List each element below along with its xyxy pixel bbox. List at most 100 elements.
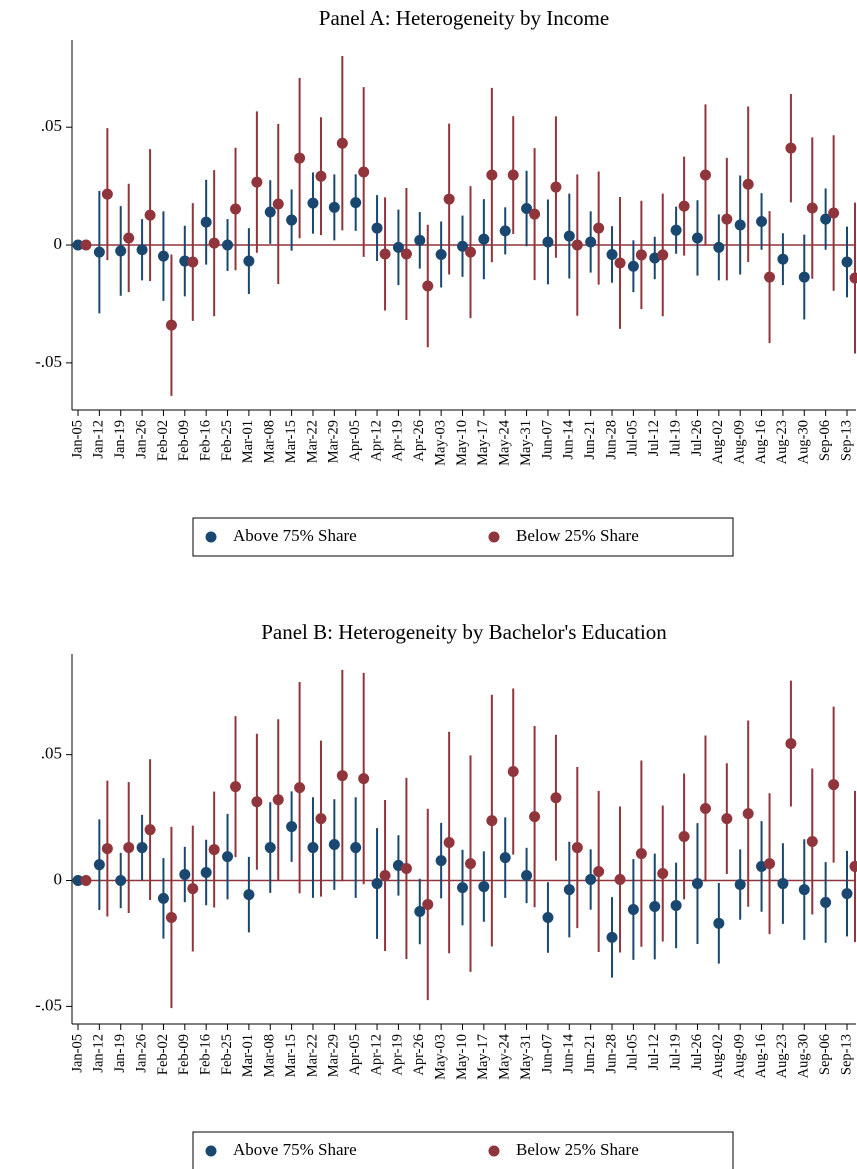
point xyxy=(115,875,127,887)
point xyxy=(379,869,391,881)
x-tick-label: Apr-05 xyxy=(347,1034,363,1076)
point xyxy=(165,319,177,331)
point xyxy=(670,899,682,911)
point xyxy=(123,232,135,244)
point xyxy=(550,792,562,804)
x-tick-label: Jun-28 xyxy=(603,1034,619,1073)
point xyxy=(614,874,626,886)
point xyxy=(350,197,362,209)
x-tick-label: Jan-19 xyxy=(112,420,128,459)
x-tick-label: Jan-05 xyxy=(69,1034,85,1073)
point xyxy=(820,213,832,225)
point xyxy=(563,884,575,896)
point xyxy=(371,222,383,234)
x-tick-label: Jan-26 xyxy=(133,1034,149,1073)
point xyxy=(691,232,703,244)
point xyxy=(635,249,647,261)
point xyxy=(606,248,618,260)
x-tick-label: Aug-02 xyxy=(710,1034,726,1078)
point xyxy=(315,813,327,825)
x-tick-label: May-24 xyxy=(497,1033,513,1080)
point xyxy=(478,881,490,893)
point xyxy=(435,855,447,867)
point xyxy=(627,260,639,272)
legend-label: Above 75% Share xyxy=(233,526,357,545)
point xyxy=(251,796,263,808)
x-tick-label: Sep-06 xyxy=(817,1034,833,1075)
x-tick-label: Feb-25 xyxy=(219,1034,235,1075)
point xyxy=(400,862,412,874)
x-tick-label: Jan-19 xyxy=(112,1034,128,1073)
legend-marker xyxy=(488,1145,500,1157)
point xyxy=(294,152,306,164)
x-tick-label: Jul-05 xyxy=(625,420,641,456)
x-tick-label: Jun-21 xyxy=(582,420,598,459)
x-tick-label: Feb-02 xyxy=(155,420,171,461)
point xyxy=(72,875,84,887)
point xyxy=(507,766,519,778)
legend-box xyxy=(192,517,734,557)
point xyxy=(93,246,105,258)
chart-title: Panel A: Heterogeneity by Income xyxy=(319,6,609,30)
point xyxy=(465,246,476,258)
point xyxy=(764,271,776,283)
point xyxy=(593,222,605,234)
point xyxy=(713,241,725,253)
x-tick-label: Sep-13 xyxy=(838,420,854,461)
point xyxy=(670,224,682,236)
y-tick-label: .05 xyxy=(41,744,62,763)
point xyxy=(294,782,306,794)
y-tick-label: -.05 xyxy=(35,352,62,371)
x-tick-label: Feb-02 xyxy=(155,1034,171,1075)
point xyxy=(593,865,605,877)
x-tick-label: May-17 xyxy=(475,420,491,466)
point xyxy=(486,815,498,827)
point xyxy=(499,225,511,237)
x-tick-label: Jan-26 xyxy=(133,420,149,459)
x-tick-label: May-10 xyxy=(454,420,470,466)
point xyxy=(165,912,177,924)
point xyxy=(443,837,455,849)
point xyxy=(465,858,476,870)
point xyxy=(422,898,434,910)
point xyxy=(849,860,857,872)
x-tick-label: Jul-12 xyxy=(646,1034,662,1070)
x-tick-label: Mar-22 xyxy=(304,1034,320,1077)
point xyxy=(179,255,191,267)
point xyxy=(486,169,498,181)
point xyxy=(657,249,669,261)
point xyxy=(678,200,690,212)
x-tick-label: Mar-22 xyxy=(304,420,320,463)
x-tick-label: Mar-08 xyxy=(262,420,278,463)
point xyxy=(777,878,789,890)
x-tick-label: Aug-09 xyxy=(732,1034,748,1078)
point xyxy=(742,808,754,820)
x-tick-label: Jun-21 xyxy=(582,1034,598,1073)
x-tick-label: Jan-05 xyxy=(69,420,85,459)
x-tick-label: Feb-16 xyxy=(197,1034,213,1075)
y-tick-label: 0 xyxy=(54,234,63,253)
point xyxy=(499,852,511,864)
point xyxy=(691,878,703,890)
point xyxy=(828,207,840,219)
legend-label: Below 25% Share xyxy=(516,1140,639,1159)
point xyxy=(251,176,263,188)
x-tick-label: Jul-26 xyxy=(689,420,705,456)
x-tick-label: Apr-26 xyxy=(411,420,427,462)
point xyxy=(435,248,447,260)
point xyxy=(571,239,583,251)
point xyxy=(649,900,661,912)
x-tick-label: Feb-09 xyxy=(176,420,192,461)
point xyxy=(230,781,242,793)
point xyxy=(336,770,348,782)
point xyxy=(208,844,220,856)
x-tick-label: Mar-15 xyxy=(283,1034,299,1077)
x-tick-label: May-10 xyxy=(454,1034,470,1080)
point xyxy=(678,830,690,842)
point xyxy=(187,883,199,895)
point xyxy=(734,219,746,231)
x-tick-label: Apr-19 xyxy=(390,1034,406,1076)
point xyxy=(350,842,362,854)
point xyxy=(457,240,468,252)
point xyxy=(72,239,84,251)
